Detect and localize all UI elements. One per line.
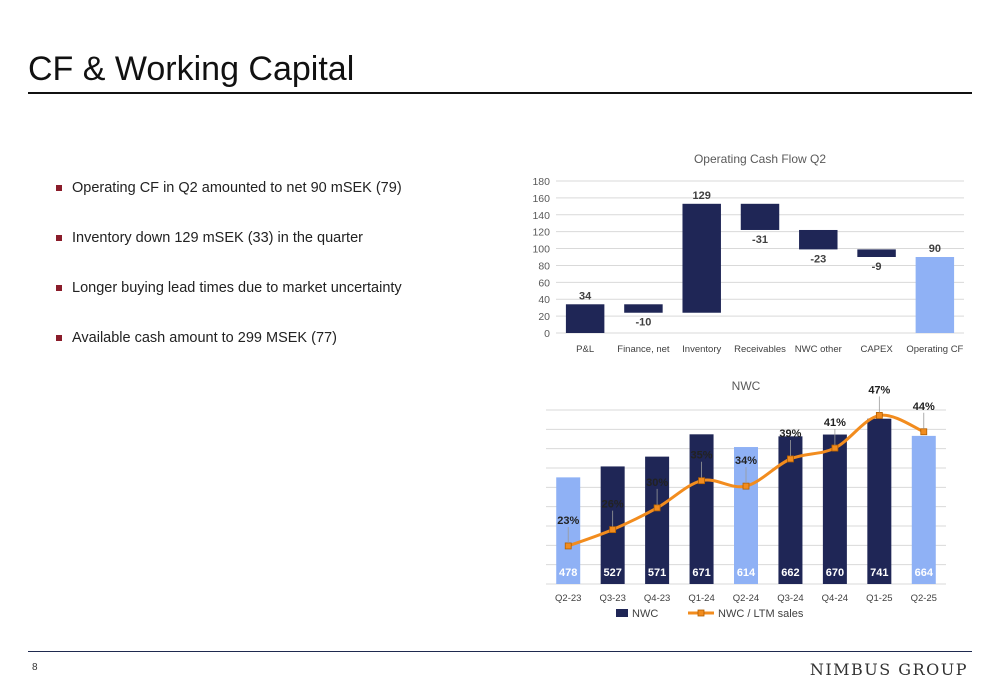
bar-value-label: 527	[603, 567, 621, 579]
x-tick-label: Q1-24	[688, 593, 714, 604]
line-value-label: 23%	[557, 515, 579, 527]
waterfall-bar	[740, 203, 780, 230]
nwc-bar	[689, 434, 714, 584]
bar-value-label: 662	[781, 567, 799, 579]
page-title: CF & Working Capital	[28, 50, 355, 88]
line-value-label: 47%	[868, 384, 890, 396]
line-value-label: 30%	[646, 477, 668, 489]
line-marker	[609, 526, 617, 534]
x-tick-label: Operating CF	[906, 344, 963, 355]
y-tick-label: 80	[538, 260, 550, 272]
data-label: 90	[929, 243, 941, 255]
data-label: -23	[810, 253, 826, 265]
legend-swatch-nwc	[616, 609, 628, 617]
bar-value-label: 571	[648, 567, 666, 579]
nwc-bar	[645, 456, 670, 584]
line-value-label: 44%	[913, 401, 935, 413]
nwc-bar	[822, 434, 847, 584]
title-divider	[28, 92, 972, 94]
bullet-item: Inventory down 129 mSEK (33) in the quar…	[56, 230, 476, 280]
y-tick-label: 0	[544, 328, 550, 340]
nwc-bar	[911, 435, 936, 584]
waterfall-bar	[799, 229, 838, 250]
x-tick-label: NWC other	[795, 344, 842, 355]
x-tick-label: CAPEX	[860, 344, 893, 355]
line-value-label: 26%	[602, 499, 624, 511]
data-label: -10	[635, 317, 651, 329]
line-marker	[831, 444, 839, 452]
bullet-text: Operating CF in Q2 amounted to net 90 mS…	[72, 180, 402, 196]
line-marker	[787, 455, 794, 463]
y-tick-label: 180	[532, 176, 550, 188]
company-logo: NIMBUS GROUP	[809, 660, 968, 679]
x-tick-label: Receivables	[734, 344, 786, 355]
waterfall-bar	[857, 249, 896, 257]
bar-value-label: 741	[870, 567, 888, 579]
x-tick-label: Finance, net	[617, 344, 670, 355]
bullet-text: Available cash amount to 299 MSEK (77)	[72, 330, 337, 346]
waterfall-bar	[682, 203, 721, 313]
nwc-chart: NWC 478 Q2-23 527 Q3-23 571 Q4-23 671 Q1-24 614 Q2…	[546, 379, 946, 620]
bullet-text: Longer buying lead times due to market u…	[72, 280, 402, 296]
waterfall-bar	[624, 304, 663, 313]
y-tick-label: 40	[538, 294, 550, 306]
legend-label-line: NWC / LTM sales	[718, 608, 804, 620]
data-label: -31	[752, 234, 768, 246]
bar-value-label: 478	[559, 567, 577, 579]
x-tick-label: Inventory	[682, 344, 721, 355]
line-marker	[920, 428, 928, 436]
x-tick-label: Q4-24	[822, 593, 848, 604]
x-tick-label: Q3-23	[599, 593, 625, 604]
bar-value-label: 664	[915, 567, 934, 579]
line-marker	[875, 412, 883, 419]
bar-value-label: 670	[826, 567, 844, 579]
footer-divider	[28, 651, 972, 652]
waterfall-bar	[565, 304, 605, 333]
y-tick-label: 120	[532, 227, 550, 239]
bullet-list: Operating CF in Q2 amounted to net 90 mS…	[56, 180, 476, 380]
page-number: 8	[32, 662, 38, 673]
operating-cash-flow-chart: Operating Cash Flow Q2 0 20 40 60 80 100 120 140…	[532, 152, 964, 355]
line-marker	[653, 504, 661, 512]
chart-title: NWC	[732, 379, 761, 393]
line-marker	[742, 482, 750, 490]
line-value-label: 34%	[735, 455, 757, 467]
bullet-marker-icon	[56, 235, 62, 241]
bullet-item: Longer buying lead times due to market u…	[56, 280, 476, 330]
legend-label-nwc: NWC	[632, 608, 658, 620]
bullet-marker-icon	[56, 185, 62, 191]
bullet-text: Inventory down 129 mSEK (33) in the quar…	[72, 230, 363, 246]
line-value-label: 35%	[691, 450, 713, 462]
line-marker	[698, 477, 705, 485]
y-tick-label: 60	[538, 277, 550, 289]
data-label: 129	[693, 190, 711, 202]
data-label: 34	[579, 290, 592, 302]
data-label: -9	[872, 261, 882, 273]
bullet-item: Available cash amount to 299 MSEK (77)	[56, 330, 476, 380]
y-tick-label: 20	[538, 311, 550, 323]
y-tick-label: 140	[532, 210, 550, 222]
bar-value-label: 671	[692, 567, 710, 579]
bullet-marker-icon	[56, 335, 62, 341]
bar-value-label: 614	[737, 567, 756, 579]
bullet-item: Operating CF in Q2 amounted to net 90 mS…	[56, 180, 476, 230]
line-marker	[564, 542, 572, 550]
waterfall-bar	[915, 257, 955, 333]
x-tick-label: Q2-25	[911, 593, 937, 604]
line-value-label: 39%	[779, 428, 801, 440]
y-tick-label: 100	[532, 244, 550, 256]
line-value-label: 41%	[824, 417, 846, 429]
x-tick-label: Q2-23	[555, 593, 581, 604]
x-tick-label: Q2-24	[733, 593, 759, 604]
x-tick-label: Q4-23	[644, 593, 670, 604]
bullet-marker-icon	[56, 285, 62, 291]
nwc-bar	[867, 418, 892, 584]
x-tick-label: Q3-24	[777, 593, 803, 604]
x-tick-label: P&L	[576, 344, 594, 355]
legend-marker	[697, 609, 705, 617]
chart-title: Operating Cash Flow Q2	[694, 152, 826, 166]
y-tick-label: 160	[532, 193, 550, 205]
x-tick-label: Q1-25	[866, 593, 892, 604]
